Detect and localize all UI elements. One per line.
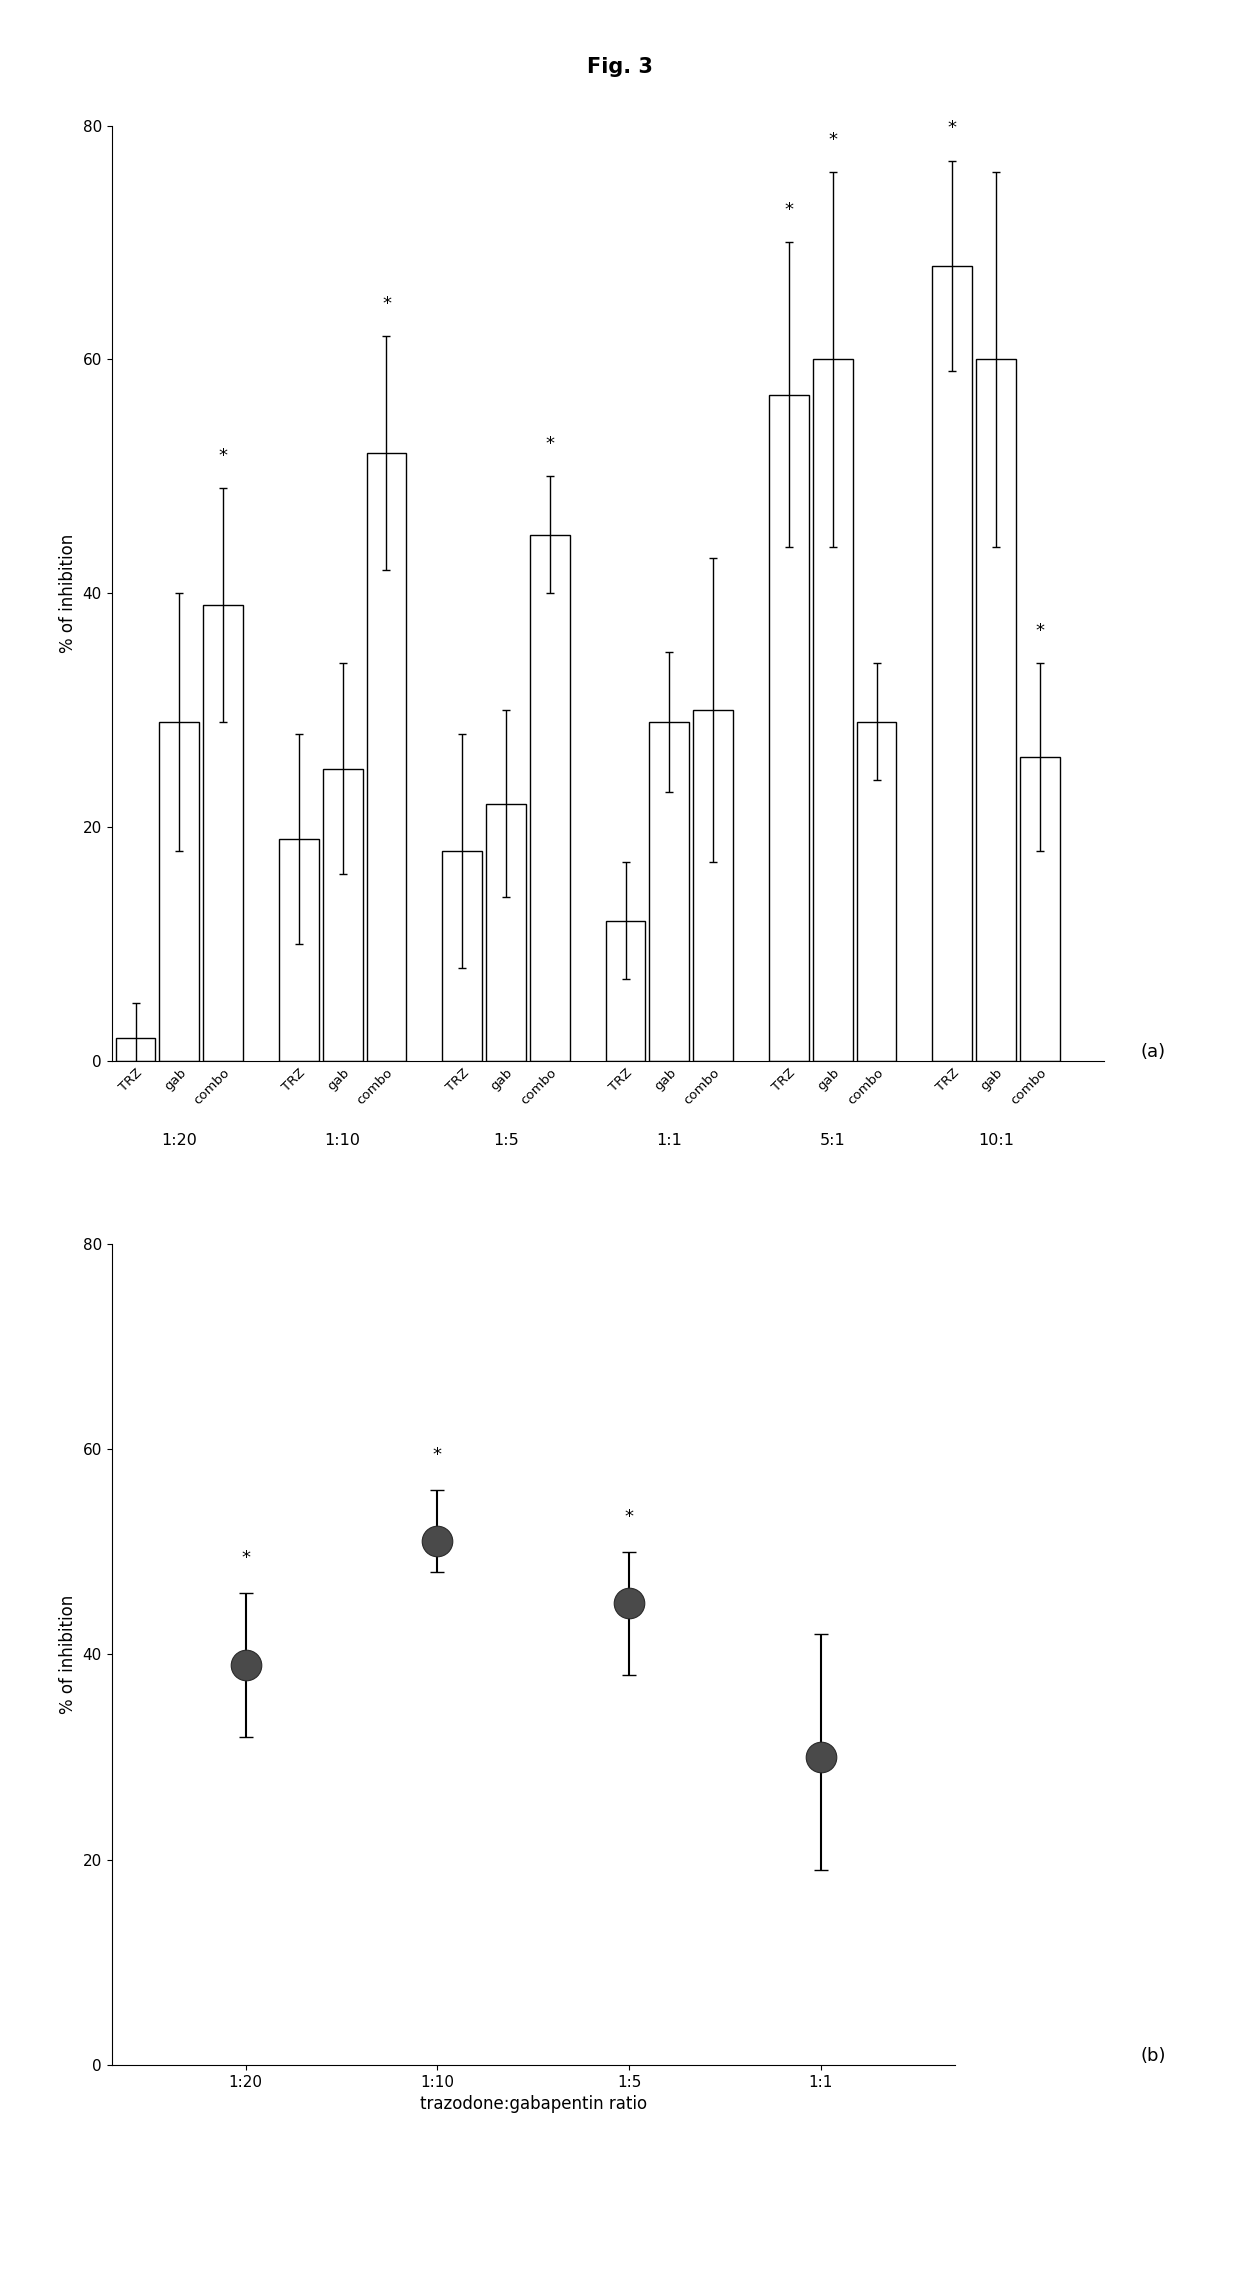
Bar [486,803,526,1061]
Bar [1021,758,1060,1061]
Text: 10:1: 10:1 [978,1134,1014,1148]
Text: *: * [1035,623,1044,639]
Text: *: * [947,119,957,137]
Bar [203,605,243,1061]
Text: 5:1: 5:1 [820,1134,846,1148]
Bar [650,721,689,1061]
Bar [322,769,362,1061]
Bar [812,358,853,1061]
Y-axis label: % of inhibition: % of inhibition [60,534,77,653]
Bar [605,920,646,1061]
Text: *: * [546,436,554,452]
Bar [769,395,808,1061]
Text: 1:1: 1:1 [656,1134,682,1148]
Bar [529,534,569,1061]
Text: *: * [218,447,228,466]
X-axis label: trazodone:gabapentin ratio: trazodone:gabapentin ratio [419,2095,647,2113]
Bar [693,710,733,1061]
Text: 1:10: 1:10 [325,1134,361,1148]
Bar [160,721,200,1061]
Text: *: * [828,130,837,148]
Bar [976,358,1016,1061]
Bar [367,452,407,1061]
Text: 1:5: 1:5 [494,1134,518,1148]
Text: *: * [433,1447,441,1465]
Bar [932,265,972,1061]
Text: 1:20: 1:20 [161,1134,197,1148]
Text: Fig. 3: Fig. 3 [587,57,653,78]
Bar [279,840,319,1061]
Bar [443,851,482,1061]
Y-axis label: % of inhibition: % of inhibition [60,1595,77,1714]
Text: *: * [785,201,794,219]
Bar [115,1038,155,1061]
Text: (a): (a) [1141,1043,1166,1061]
Text: *: * [382,294,391,313]
Text: *: * [625,1508,634,1527]
Text: *: * [242,1549,250,1568]
Text: (b): (b) [1141,2047,1167,2065]
Bar [857,721,897,1061]
